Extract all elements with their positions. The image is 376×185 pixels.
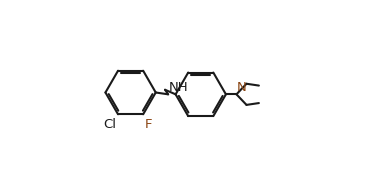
Text: F: F [145,117,153,131]
Text: NH: NH [169,81,188,94]
Text: N: N [237,81,247,94]
Text: Cl: Cl [103,117,116,131]
